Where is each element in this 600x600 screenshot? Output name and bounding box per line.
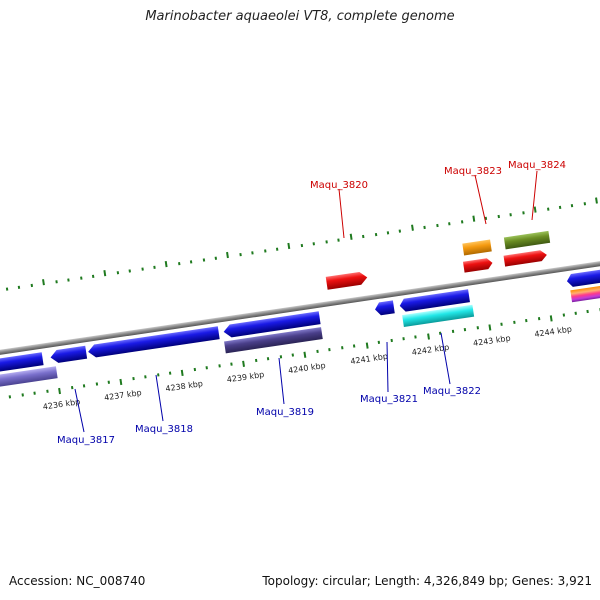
reverse-tick: [488, 324, 492, 331]
leader-line: [531, 170, 538, 221]
label-maqu-3822[interactable]: Maqu_3822: [423, 386, 481, 397]
gene-maqu-3822[interactable]: [399, 289, 470, 312]
kbp-label: 4236 kbp: [42, 397, 81, 411]
gene-maqu-3820[interactable]: [325, 271, 368, 290]
feature-lavender-block[interactable]: [0, 366, 58, 393]
feature-cyan-block[interactable]: [402, 304, 475, 328]
kbp-label: 4244 kbp: [534, 325, 573, 339]
kbp-label: 4240 kbp: [288, 361, 327, 375]
kbp-label: 4237 kbp: [104, 388, 143, 402]
kbp-label: 4243 kbp: [473, 334, 512, 348]
feature-multicolor-block[interactable]: [570, 277, 600, 303]
forward-tick: [349, 233, 353, 240]
reverse-tick: [58, 387, 61, 395]
gene-left-blue-short[interactable]: [50, 345, 88, 364]
map-title: Marinobacter aquaeolei VT8, complete gen…: [145, 9, 455, 24]
reverse-gene-labels: Maqu_3817 Maqu_3818 Maqu_3819 Maqu_3821 …: [57, 332, 481, 446]
reverse-tick: [119, 378, 123, 386]
forward-tick: [164, 260, 168, 268]
accession-text: Accession: NC_008740: [9, 574, 146, 588]
kbp-label: 4241 kbp: [350, 352, 389, 366]
reverse-tick: [242, 360, 245, 367]
label-maqu-3820[interactable]: Maqu_3820: [310, 180, 368, 191]
label-maqu-3817[interactable]: Maqu_3817: [57, 435, 115, 446]
feature-orange-block[interactable]: [462, 239, 492, 256]
label-maqu-3818[interactable]: Maqu_3818: [135, 424, 193, 435]
kbp-label: 4238 kbp: [165, 379, 204, 393]
leader-line: [474, 174, 487, 225]
topology-text: Topology: circular; Length: 4,326,849 bp…: [262, 574, 592, 588]
leader-line: [155, 374, 164, 422]
gene-maqu-3817[interactable]: [0, 352, 44, 377]
forward-tick: [226, 251, 229, 259]
reverse-tick: [427, 333, 430, 340]
forward-tick: [533, 206, 537, 213]
reverse-tick: [180, 369, 184, 377]
forward-tick: [103, 270, 107, 277]
leader-line: [278, 357, 285, 405]
forward-tick-row: [5, 197, 598, 291]
reverse-tick: [303, 351, 307, 358]
reverse-tick: [365, 342, 369, 349]
leader-line: [338, 188, 345, 239]
feature-purple-block[interactable]: [224, 327, 323, 354]
label-maqu-3824[interactable]: Maqu_3824: [508, 160, 566, 171]
forward-tick: [411, 224, 414, 231]
forward-tick: [472, 215, 476, 222]
gene-right-blue[interactable]: [566, 261, 600, 287]
label-maqu-3819[interactable]: Maqu_3819: [256, 407, 314, 418]
reverse-tick: [549, 315, 553, 322]
forward-tick: [42, 279, 45, 286]
forward-tick: [595, 197, 598, 204]
gene-maqu-3821[interactable]: [374, 300, 395, 316]
kbp-label: 4239 kbp: [226, 370, 265, 384]
gene-maqu-3819[interactable]: [223, 311, 321, 338]
leader-line: [440, 332, 451, 385]
genome-track-group: 4236 kbp 4237 kbp 4238 kbp 4239 kbp 4240…: [0, 197, 600, 412]
feature-olive-block[interactable]: [503, 230, 551, 250]
gene-maqu-3818[interactable]: [87, 326, 220, 358]
forward-gene-labels: Maqu_3820 Maqu_3823 Maqu_3824: [310, 160, 566, 239]
forward-tick: [287, 242, 291, 250]
leader-line: [74, 388, 85, 433]
gene-maqu-3823[interactable]: [462, 257, 493, 273]
label-maqu-3823[interactable]: Maqu_3823: [444, 166, 502, 177]
genome-backbone: [0, 252, 600, 361]
gene-maqu-3824[interactable]: [503, 249, 548, 267]
leader-line: [386, 341, 389, 393]
label-maqu-3821[interactable]: Maqu_3821: [360, 394, 418, 405]
reverse-tick-row: [8, 307, 600, 399]
